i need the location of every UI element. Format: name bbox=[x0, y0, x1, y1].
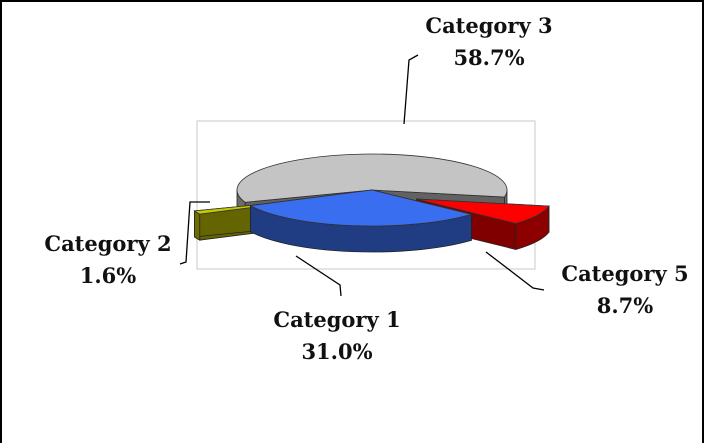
label-category-5-name: Category 5 bbox=[561, 261, 689, 286]
slice-category-5-top bbox=[416, 198, 550, 224]
label-category-5-value: 8.7% bbox=[596, 293, 654, 318]
plot-area bbox=[196, 120, 536, 270]
label-category-1-name: Category 1 bbox=[273, 307, 401, 332]
label-category-1: Category 1 31.0% bbox=[252, 304, 422, 368]
slice-category-2-side-0 bbox=[194, 210, 201, 241]
label-category-3-name: Category 3 bbox=[425, 13, 553, 38]
leader-line-category-2 bbox=[179, 201, 210, 265]
leader-line-category-1 bbox=[295, 255, 342, 297]
slice-category-1-top bbox=[249, 189, 473, 227]
label-category-2: Category 2 1.6% bbox=[28, 228, 188, 292]
label-category-3-value: 58.7% bbox=[453, 45, 525, 70]
leader-line-category-5 bbox=[485, 251, 545, 291]
slice-category-3-top bbox=[236, 153, 508, 203]
label-category-2-value: 1.6% bbox=[79, 263, 137, 288]
label-category-2-name: Category 2 bbox=[44, 231, 172, 256]
label-category-5: Category 5 8.7% bbox=[540, 258, 704, 322]
label-category-1-value: 31.0% bbox=[301, 339, 373, 364]
leader-line-category-3 bbox=[403, 54, 419, 125]
slice-category-1 bbox=[249, 189, 473, 253]
label-category-3: Category 3 58.7% bbox=[404, 10, 574, 74]
